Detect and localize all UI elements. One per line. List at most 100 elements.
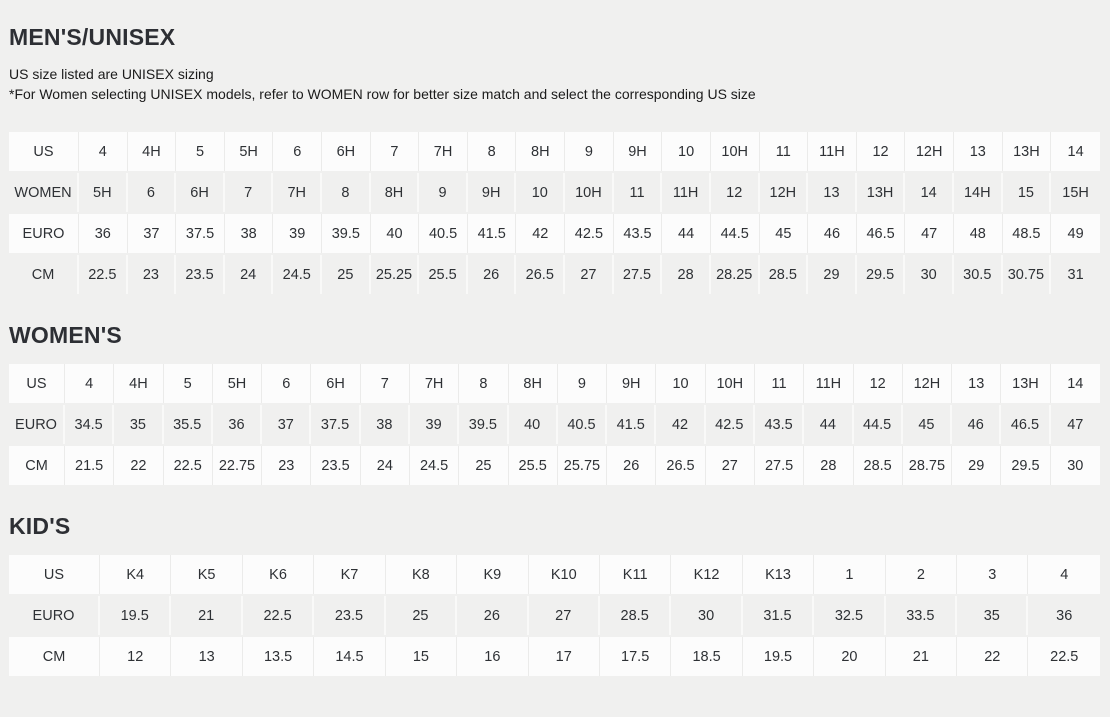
size-cell: 37 — [127, 214, 177, 253]
size-cell: 27 — [528, 596, 600, 635]
size-cell: 29.5 — [856, 255, 906, 294]
size-cell: 10 — [656, 364, 706, 403]
size-cell: 19.5 — [100, 596, 172, 635]
size-cell: 43.5 — [754, 405, 805, 444]
size-cell: 12H — [905, 132, 954, 171]
size-cell: 13 — [171, 637, 243, 676]
size-cell: 4 — [1028, 555, 1100, 594]
size-cell: 37.5 — [176, 214, 225, 253]
size-cell: 24.5 — [409, 446, 460, 485]
section-womens: WOMEN'S US 4 4H 5 5H 6 6H 7 7H 8 8H 9 9H 10 10H 11 11H 12… — [9, 322, 1100, 487]
size-cell: 13H — [1001, 364, 1051, 403]
size-row-cm: CM 22.5 23 23.5 24 24.5 25 25.25 25.5 26 26.5 27 27.… — [9, 255, 1100, 294]
size-cell: 49 — [1051, 214, 1100, 253]
size-cell: 45 — [902, 405, 953, 444]
size-cell: 13 — [808, 173, 857, 212]
size-cell: K12 — [671, 555, 743, 594]
size-cell: 38 — [224, 214, 274, 253]
size-row-us: US 4 4H 5 5H 6 6H 7 7H 8 8H 9 9H 10 10H 11 11H 12 12H 13 13H… — [9, 364, 1100, 403]
size-cell: 17.5 — [599, 637, 672, 676]
size-cell: 30 — [905, 255, 954, 294]
size-cell: 39.5 — [322, 214, 371, 253]
size-cell: 23 — [262, 446, 312, 485]
size-cell: 6 — [127, 173, 177, 212]
size-cell: 40 — [370, 214, 420, 253]
size-cell: 14H — [953, 173, 1003, 212]
womens-title: WOMEN'S — [9, 322, 122, 348]
size-cell: 23.5 — [311, 446, 361, 485]
size-cell: 8 — [459, 364, 509, 403]
size-row-cm: CM 12 13 13.5 14.5 15 16 17 17.5 18.5 19.5 20 21 22 22… — [9, 637, 1100, 676]
size-cell: 7H — [409, 364, 460, 403]
size-cell: 42 — [656, 405, 706, 444]
mens-unisex-notes: US size listed are UNISEX sizing *For Wo… — [9, 64, 1100, 104]
size-cell: 22.5 — [163, 446, 213, 485]
size-cell: 8H — [516, 132, 566, 171]
size-cell: 19.5 — [742, 637, 815, 676]
size-cell: 14 — [1051, 132, 1100, 171]
size-cell: 12H — [902, 364, 953, 403]
size-cell: 29 — [952, 446, 1002, 485]
size-cell: 8 — [322, 173, 371, 212]
size-cell: 46.5 — [856, 214, 906, 253]
size-cell: 11 — [613, 173, 663, 212]
size-cell: 40.5 — [557, 405, 608, 444]
size-cell: 38 — [360, 405, 410, 444]
size-cell: 12 — [856, 132, 906, 171]
size-cell: 11 — [759, 132, 809, 171]
size-cell: 42.5 — [565, 214, 614, 253]
size-cell: 16 — [457, 637, 529, 676]
size-cell: 9 — [565, 132, 614, 171]
mens-unisex-title: MEN'S/UNISEX — [9, 24, 176, 50]
size-cell: 28 — [804, 446, 854, 485]
size-cell: 44 — [804, 405, 854, 444]
size-cell: 44.5 — [710, 214, 760, 253]
size-cell: 26 — [607, 446, 657, 485]
size-cell: 37.5 — [311, 405, 361, 444]
size-cell: 9H — [467, 173, 517, 212]
size-cell: 22 — [114, 446, 164, 485]
size-cell: 26.5 — [656, 446, 706, 485]
size-cell: 39 — [409, 405, 460, 444]
size-cell: 11H — [808, 132, 857, 171]
size-cell: 28 — [662, 255, 711, 294]
size-cell: 22 — [957, 637, 1029, 676]
size-cell: 31 — [1051, 255, 1100, 294]
size-cell: 5H — [79, 173, 128, 212]
size-cell: 27 — [705, 446, 755, 485]
size-cell: 10 — [662, 132, 711, 171]
size-cell: 42 — [516, 214, 566, 253]
size-cell: 36 — [79, 214, 128, 253]
size-cell: 23.5 — [176, 255, 225, 294]
size-cell: 42.5 — [705, 405, 755, 444]
size-cell: 25.25 — [370, 255, 420, 294]
row-label-cm: CM — [9, 637, 100, 676]
kids-size-table: US K4 K5 K6 K7 K8 K9 K10 K11 K12 K13 1 2 3 4 EURO 19.5 21… — [9, 553, 1100, 678]
size-chart-page: MEN'S/UNISEX US size listed are UNISEX s… — [9, 24, 1100, 678]
size-cell: 28.5 — [599, 596, 672, 635]
size-cell: 13.5 — [242, 637, 315, 676]
size-cell: 21 — [885, 637, 958, 676]
row-label-cm: CM — [9, 446, 65, 485]
size-cell: 28.75 — [902, 446, 953, 485]
size-cell: 5 — [176, 132, 225, 171]
size-cell: 21 — [171, 596, 243, 635]
size-cell: 25.5 — [419, 255, 468, 294]
size-cell: 39.5 — [459, 405, 509, 444]
row-label-women: WOMEN — [9, 173, 79, 212]
size-cell: 27 — [565, 255, 614, 294]
size-cell: 24 — [360, 446, 410, 485]
size-cell: 7 — [370, 132, 420, 171]
size-row-us: US 4 4H 5 5H 6 6H 7 7H 8 8H 9 9H 10 10H 11 11H 12 12H 13 13H… — [9, 132, 1100, 171]
size-cell: 6H — [322, 132, 371, 171]
size-cell: 11 — [754, 364, 805, 403]
size-cell: 48 — [953, 214, 1003, 253]
size-cell: 36 — [212, 405, 263, 444]
size-cell: 29 — [808, 255, 857, 294]
size-cell: 26 — [457, 596, 529, 635]
size-cell: K7 — [314, 555, 386, 594]
size-cell: 48.5 — [1002, 214, 1052, 253]
size-cell: 27.5 — [754, 446, 805, 485]
size-cell: 25 — [322, 255, 371, 294]
unisex-sizing-note: US size listed are UNISEX sizing — [9, 66, 214, 82]
